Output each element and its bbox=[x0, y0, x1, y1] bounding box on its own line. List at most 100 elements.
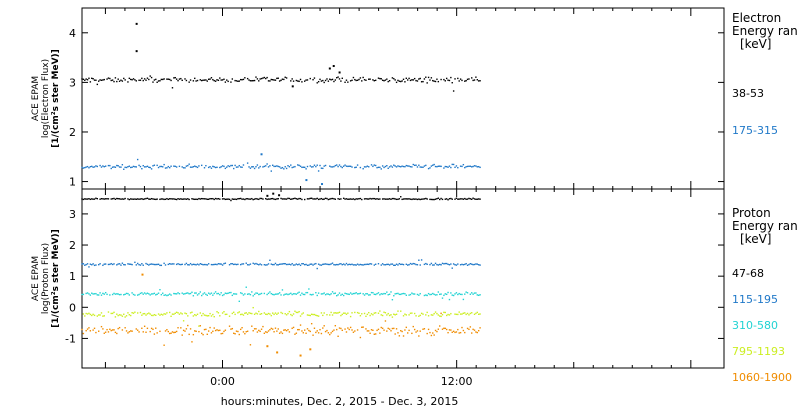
data-point bbox=[110, 262, 112, 265]
data-point bbox=[184, 312, 186, 314]
data-point bbox=[461, 293, 463, 296]
data-point bbox=[267, 330, 270, 332]
data-point bbox=[237, 312, 239, 314]
data-point bbox=[125, 330, 128, 332]
data-point bbox=[277, 328, 279, 330]
data-point bbox=[477, 313, 480, 315]
data-point bbox=[358, 78, 360, 81]
data-point bbox=[91, 198, 93, 200]
data-point bbox=[143, 198, 146, 200]
data-point bbox=[230, 263, 232, 265]
data-point bbox=[374, 333, 377, 335]
data-point bbox=[242, 331, 245, 333]
data-point bbox=[221, 332, 224, 335]
data-point bbox=[425, 197, 427, 200]
data-point bbox=[404, 313, 406, 315]
data-point bbox=[330, 79, 332, 81]
data-point bbox=[255, 166, 257, 168]
electron-legend-title-line: [keV] bbox=[740, 37, 771, 51]
data-point bbox=[207, 314, 210, 317]
data-point bbox=[301, 292, 303, 294]
data-point bbox=[292, 166, 295, 168]
data-point bbox=[187, 315, 189, 317]
data-point bbox=[342, 165, 345, 167]
data-point bbox=[469, 198, 472, 200]
data-point bbox=[372, 197, 374, 200]
data-point bbox=[451, 82, 453, 84]
data-point bbox=[333, 312, 335, 314]
data-point bbox=[203, 167, 206, 169]
data-point bbox=[390, 330, 392, 332]
data-point bbox=[423, 294, 426, 297]
data-point bbox=[210, 332, 213, 334]
data-point bbox=[274, 165, 277, 168]
data-point bbox=[171, 198, 174, 200]
data-point bbox=[386, 164, 388, 167]
data-point bbox=[394, 198, 396, 200]
data-point bbox=[290, 264, 292, 266]
data-point bbox=[356, 263, 359, 265]
data-point bbox=[217, 197, 220, 200]
data-point bbox=[187, 164, 189, 167]
legend-entry-115-195: 115-195 bbox=[732, 293, 778, 306]
data-point bbox=[469, 293, 472, 295]
data-point bbox=[305, 291, 307, 294]
data-point bbox=[439, 198, 441, 201]
data-point bbox=[440, 197, 442, 200]
data-point bbox=[354, 330, 356, 332]
series-115-195 bbox=[81, 259, 481, 270]
data-point bbox=[344, 264, 346, 266]
data-point bbox=[295, 263, 298, 265]
data-point bbox=[251, 312, 253, 315]
data-point bbox=[455, 313, 458, 316]
data-point bbox=[479, 327, 481, 329]
data-point bbox=[304, 166, 306, 169]
data-point bbox=[114, 77, 117, 79]
data-point bbox=[104, 331, 107, 333]
data-point bbox=[230, 199, 232, 202]
data-point bbox=[180, 198, 182, 200]
data-point bbox=[130, 263, 132, 265]
data-point bbox=[443, 167, 445, 169]
data-point bbox=[340, 294, 342, 296]
data-point bbox=[143, 312, 146, 315]
data-point bbox=[425, 262, 427, 265]
data-point bbox=[437, 314, 440, 316]
data-point bbox=[349, 80, 352, 82]
data-point bbox=[136, 312, 139, 314]
data-point bbox=[459, 78, 462, 80]
data-point bbox=[113, 263, 115, 265]
data-point bbox=[402, 292, 405, 295]
data-point bbox=[153, 263, 156, 266]
data-point bbox=[317, 263, 320, 265]
data-point bbox=[111, 329, 114, 331]
data-point bbox=[401, 165, 403, 167]
data-point bbox=[185, 292, 188, 294]
data-point bbox=[192, 198, 195, 200]
data-point bbox=[202, 79, 204, 81]
data-point bbox=[239, 328, 242, 331]
x-axis-title: hours:minutes, Dec. 2, 2015 - Dec. 3, 20… bbox=[221, 395, 459, 408]
data-point bbox=[291, 262, 293, 265]
data-point bbox=[159, 288, 161, 291]
data-point bbox=[81, 293, 83, 296]
data-point bbox=[273, 198, 275, 200]
data-point bbox=[355, 264, 357, 266]
data-point bbox=[433, 198, 435, 201]
data-point bbox=[252, 306, 254, 309]
data-point bbox=[219, 329, 221, 332]
data-point bbox=[284, 263, 286, 265]
data-point bbox=[374, 79, 377, 82]
data-point bbox=[341, 329, 343, 332]
electron-y-axis-label: ACE EPAM log(Electron Flux) [1/(cm²s ster … bbox=[31, 49, 61, 148]
data-point bbox=[398, 335, 401, 337]
data-point bbox=[451, 267, 453, 269]
data-point bbox=[117, 263, 119, 265]
data-point-event bbox=[272, 192, 275, 195]
data-point bbox=[271, 263, 274, 266]
data-point bbox=[391, 77, 394, 79]
data-point bbox=[141, 263, 143, 265]
data-point bbox=[134, 79, 136, 81]
data-point bbox=[234, 313, 236, 316]
data-point bbox=[338, 311, 341, 314]
